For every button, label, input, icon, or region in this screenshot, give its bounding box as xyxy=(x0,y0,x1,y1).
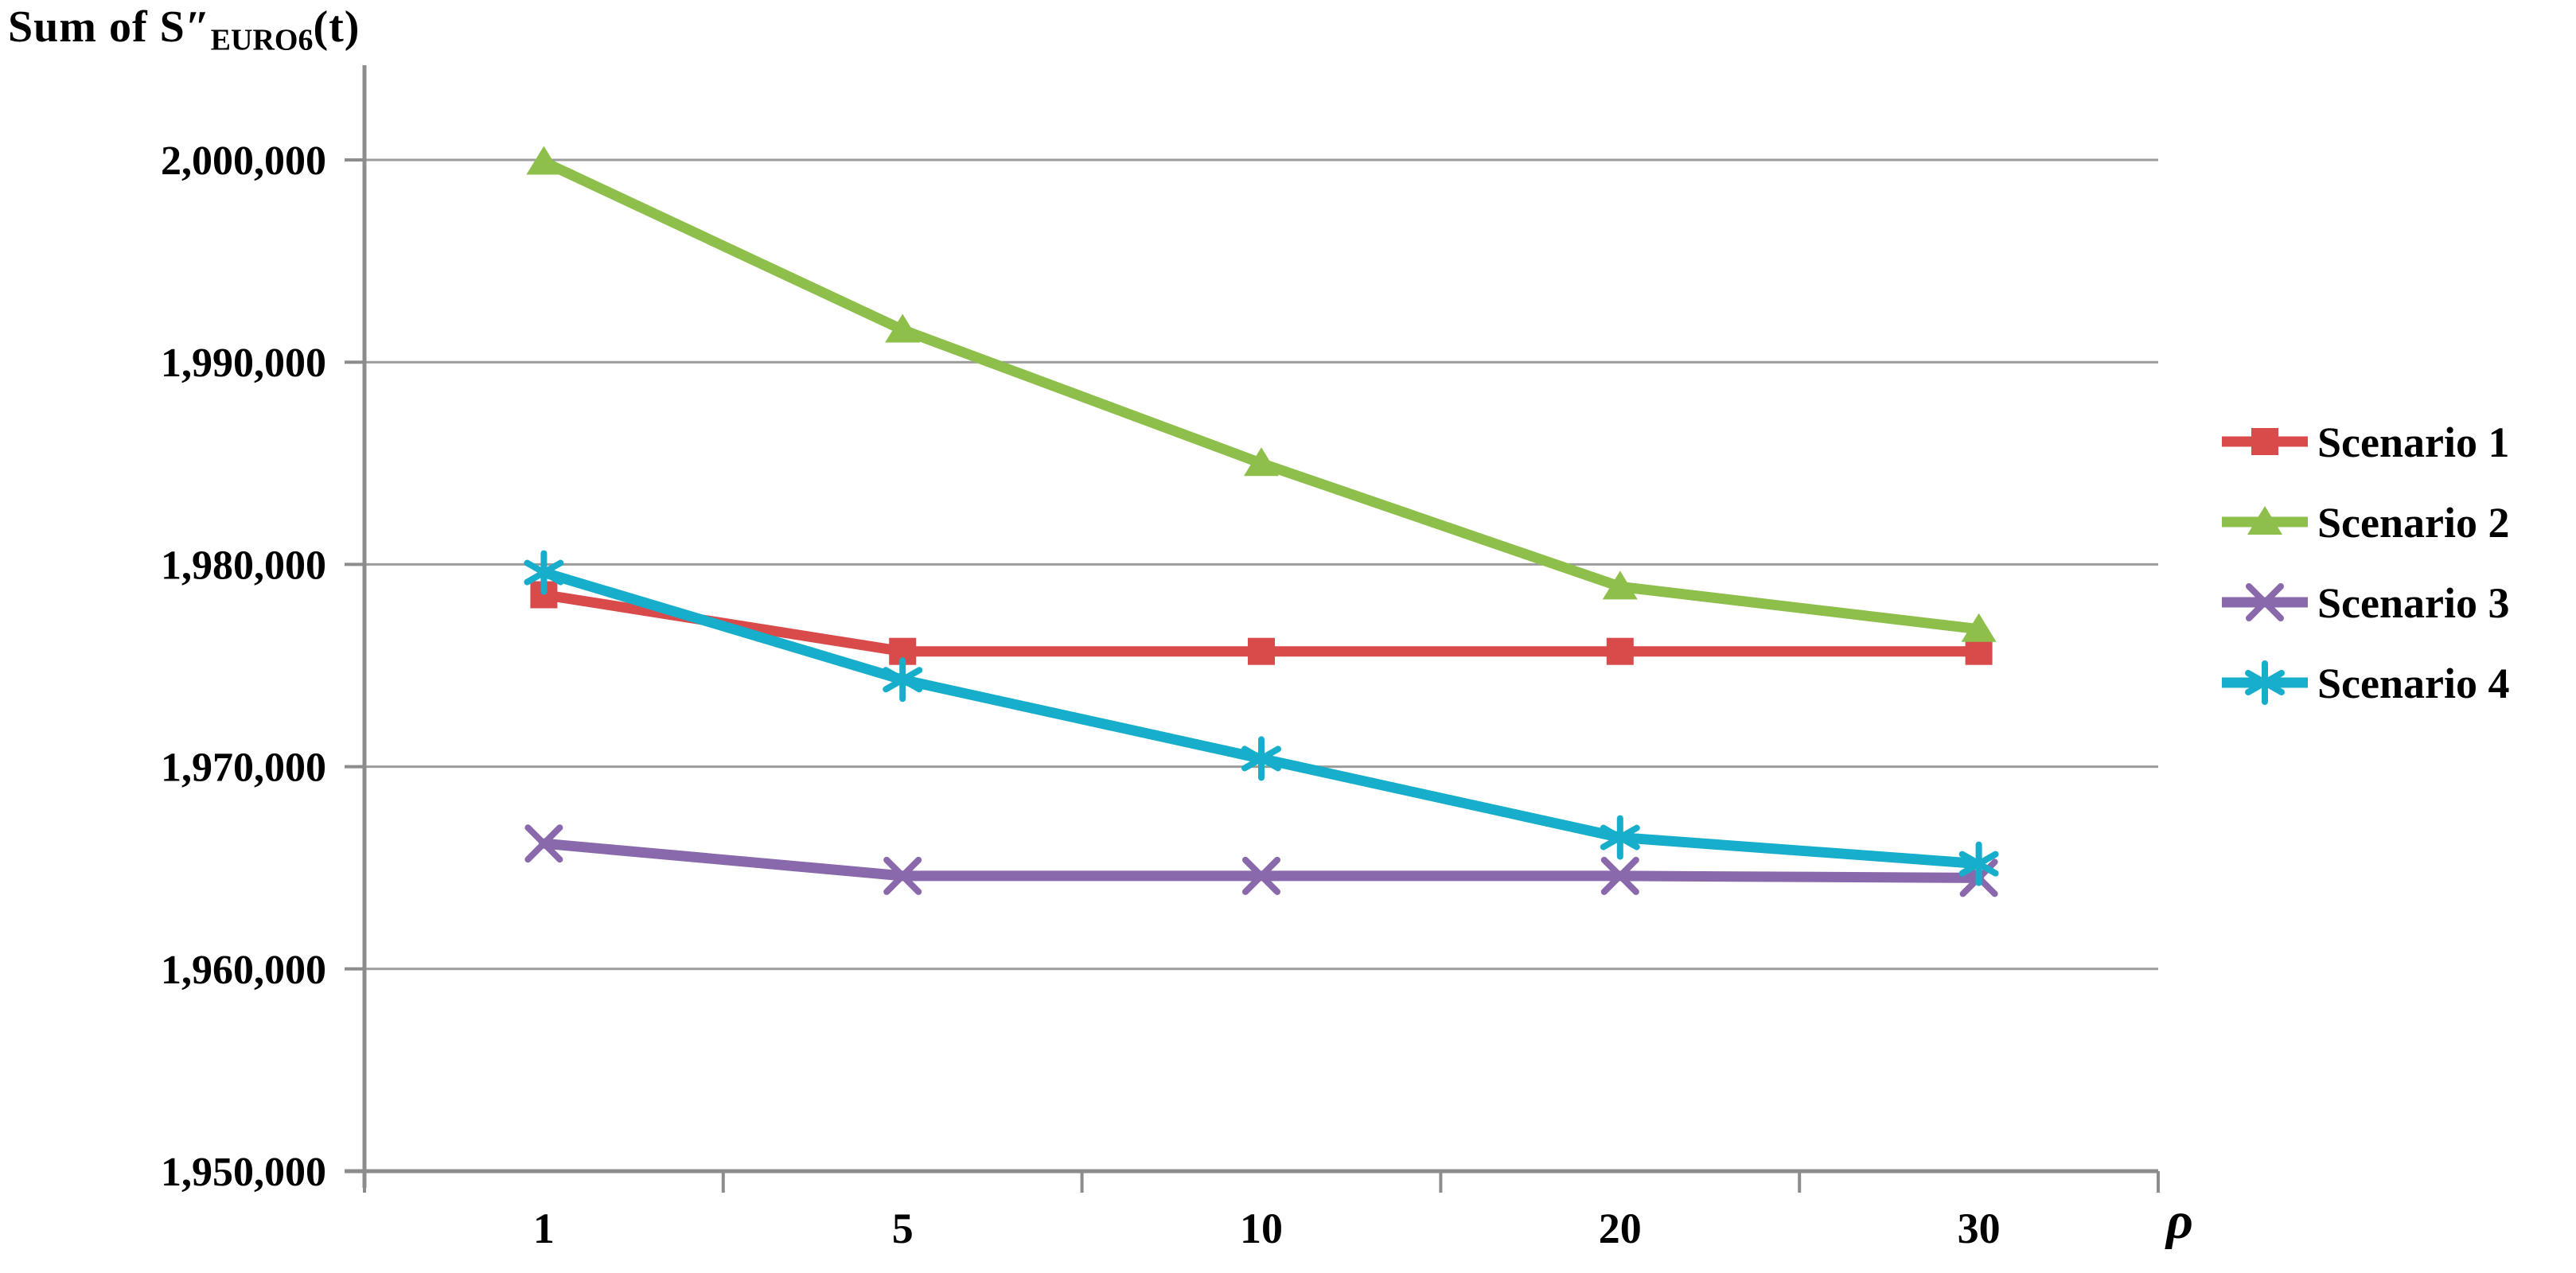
marker-x xyxy=(1242,856,1280,895)
y-tick-label: 1,990,000 xyxy=(161,341,326,386)
chart-title-subscript: EURO6 xyxy=(210,23,314,57)
marker-x xyxy=(883,856,922,895)
x-tick-label: 5 xyxy=(892,1205,914,1252)
legend-label-scenario-4: Scenario 4 xyxy=(2317,660,2509,707)
marker-triangle xyxy=(885,313,921,343)
chart-title: Sum of S″EURO6(t) xyxy=(8,2,360,58)
marker-asterisk xyxy=(883,667,923,693)
marker-triangle xyxy=(526,146,562,175)
legend-label-scenario-3: Scenario 3 xyxy=(2317,579,2509,627)
marker-square xyxy=(1965,637,1993,665)
marker-x xyxy=(524,824,563,863)
y-tick-label: 1,950,000 xyxy=(161,1150,326,1195)
legend-label-scenario-2: Scenario 2 xyxy=(2317,499,2509,547)
y-tick-label: 1,960,000 xyxy=(161,948,326,993)
marker-triangle xyxy=(1961,613,1997,642)
chart-title-suffix: (t) xyxy=(313,2,360,52)
x-axis-symbol: ρ xyxy=(2165,1192,2193,1250)
marker-triangle xyxy=(1602,570,1638,600)
series-line-scenario-4 xyxy=(538,567,1985,870)
series-line-scenario-2 xyxy=(538,157,1985,635)
marker-asterisk xyxy=(524,559,564,586)
marker-triangle xyxy=(2247,506,2282,535)
marker-x xyxy=(1600,856,1639,895)
marker-x xyxy=(2246,583,2284,621)
x-tick-label: 1 xyxy=(533,1205,555,1252)
y-tick-label: 1,970,000 xyxy=(161,746,326,791)
marker-asterisk xyxy=(1600,824,1640,851)
marker-triangle xyxy=(1244,447,1279,477)
y-tick-label: 2,000,000 xyxy=(161,138,326,184)
chart-title-prefix: Sum of S″ xyxy=(8,2,211,52)
marker-asterisk xyxy=(1241,746,1281,772)
marker-asterisk xyxy=(2245,670,2285,695)
marker-square xyxy=(1248,637,1275,665)
legend-label-scenario-1: Scenario 1 xyxy=(2317,418,2509,466)
marker-square xyxy=(2251,428,2278,455)
y-tick-label: 1,980,000 xyxy=(161,543,326,588)
x-tick-label: 10 xyxy=(1240,1205,1283,1252)
marker-asterisk xyxy=(1958,851,1999,877)
marker-square xyxy=(1606,637,1634,665)
x-tick-label: 30 xyxy=(1958,1205,2001,1252)
x-tick-label: 20 xyxy=(1599,1205,1642,1252)
